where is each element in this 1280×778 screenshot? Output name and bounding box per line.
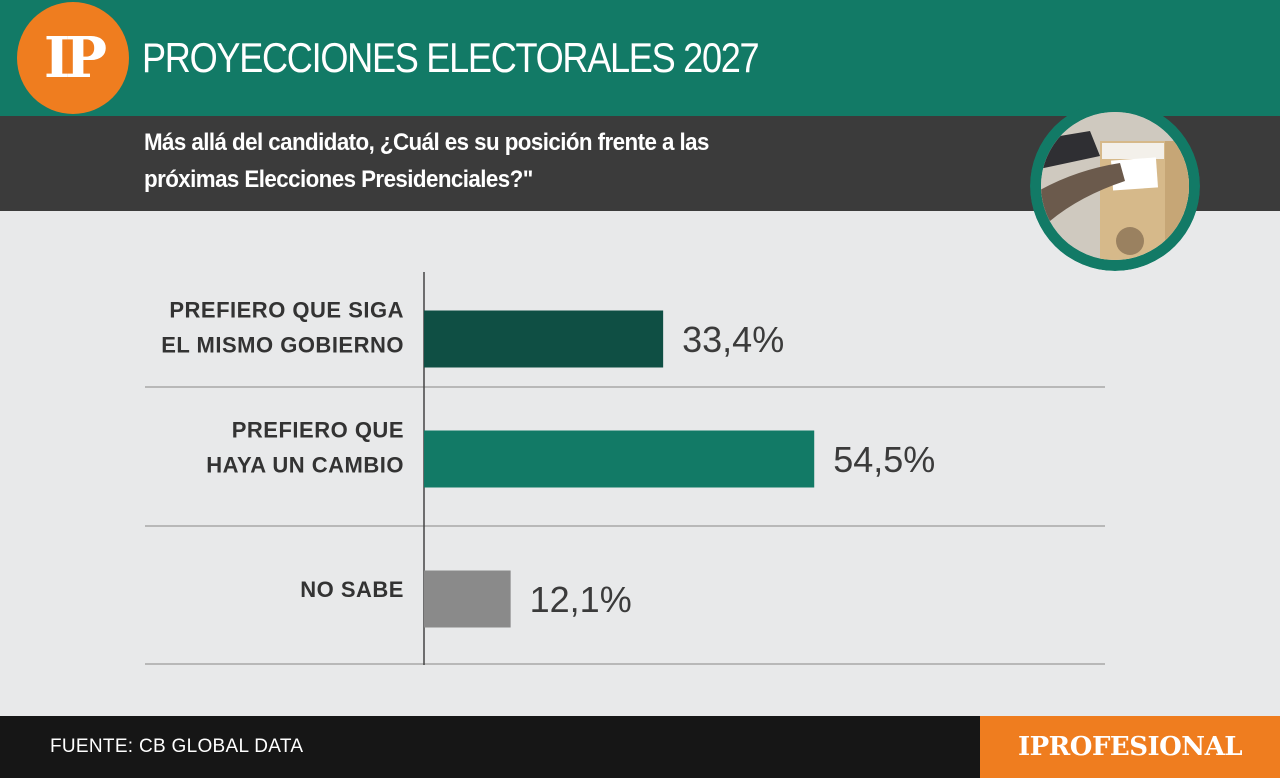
value-label: 12,1% [530, 579, 632, 620]
category-label: PREFIERO QUE [232, 418, 404, 443]
value-label: 54,5% [833, 439, 935, 480]
bar [424, 430, 815, 488]
survey-question: Más allá del candidato, ¿Cuál es su posi… [144, 129, 709, 193]
ballot-box-image [1030, 101, 1200, 271]
category-label: HAYA UN CAMBIO [206, 453, 404, 478]
category-label: PREFIERO QUE SIGA [169, 298, 404, 323]
category-label: EL MISMO GOBIERNO [161, 333, 404, 358]
ballot-box-photo [1030, 101, 1200, 271]
logo-text: IP [43, 25, 107, 91]
ip-logo: IP [17, 2, 129, 114]
category-label: NO SABE [300, 577, 404, 602]
header-bar: PROYECCIONES ELECTORALES 2027 [0, 0, 1280, 116]
brand-box: IPROFESIONAL [980, 716, 1280, 778]
bar [424, 570, 511, 628]
source-text: FUENTE: CB GLOBAL DATA [50, 736, 304, 757]
bar-chart: 33,4% PREFIERO QUE SIGA EL MISMO GOBIERNO 5… [145, 272, 1105, 665]
brand-name: IPROFESIONAL [1017, 732, 1243, 762]
footer-bar: FUENTE: CB GLOBAL DATA IPROFESIONAL [0, 716, 1280, 778]
page-title: PROYECCIONES ELECTORALES 2027 [142, 34, 760, 81]
bar [424, 310, 664, 368]
value-label: 33,4% [682, 319, 784, 360]
